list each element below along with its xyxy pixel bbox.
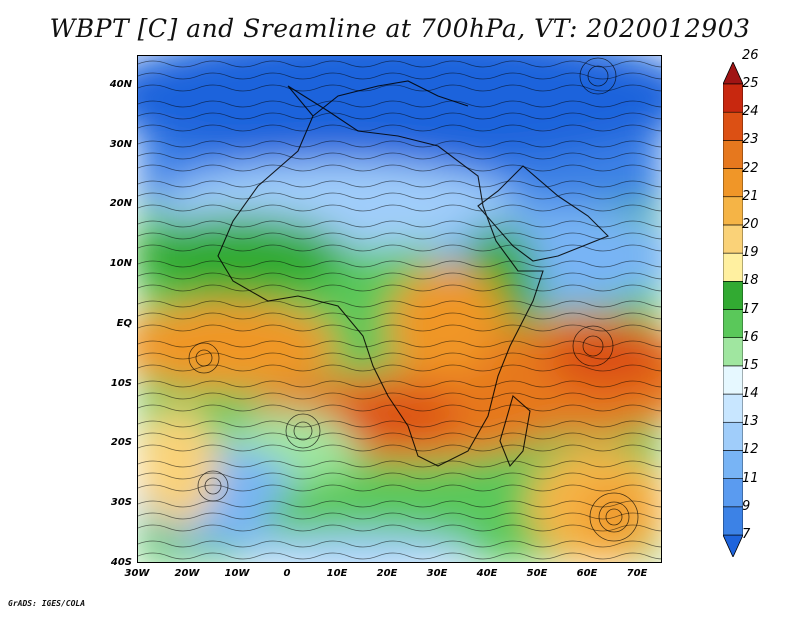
colorbar-tick-label: 11 bbox=[742, 470, 759, 486]
software-credit: GrADS: IGES/COLA bbox=[8, 599, 86, 608]
colorbar-segment bbox=[723, 478, 743, 508]
lon-label: 10W bbox=[224, 568, 250, 579]
lon-label: 20W bbox=[174, 568, 200, 579]
colorbar-tick-label: 18 bbox=[742, 273, 759, 289]
colorbar-segment bbox=[723, 224, 743, 254]
lon-label: 40E bbox=[476, 568, 498, 579]
colorbar-segment bbox=[723, 168, 743, 198]
colorbar-segment bbox=[723, 196, 743, 226]
vortex-circles bbox=[188, 57, 639, 542]
colorbar-segment bbox=[723, 365, 743, 395]
colorbar-segment bbox=[723, 421, 743, 451]
lon-label: 20E bbox=[376, 568, 398, 579]
lon-label: 0 bbox=[283, 568, 291, 579]
lon-label: 10E bbox=[326, 568, 348, 579]
colorbar-tick-label: 24 bbox=[742, 104, 759, 120]
colorbar-tick-label: 7 bbox=[742, 527, 751, 542]
colorbar-top-arrow bbox=[723, 62, 743, 85]
colorbar-segment bbox=[723, 506, 743, 536]
colorbar-tick-label: 20 bbox=[742, 216, 759, 232]
map-panel bbox=[137, 55, 662, 563]
lon-label: 60E bbox=[576, 568, 598, 579]
lon-label: 30W bbox=[124, 568, 150, 579]
colorbar-segment bbox=[723, 309, 743, 338]
colorbar-segment bbox=[723, 140, 743, 169]
colorbar-tick-label: 15 bbox=[742, 357, 759, 373]
temperature-colorbar bbox=[723, 62, 743, 557]
figure-title: WBPT [C] and Sreamline at 700hPa, VT: 20… bbox=[49, 14, 751, 43]
lon-label: 70E bbox=[626, 568, 648, 579]
colorbar-tick-label: 13 bbox=[742, 414, 759, 430]
lon-label: 50E bbox=[526, 568, 548, 579]
colorbar-segment bbox=[723, 252, 743, 282]
colorbar-tick-label: 14 bbox=[742, 386, 759, 402]
colorbar-tick-label: 16 bbox=[742, 329, 759, 345]
colorbar-segment bbox=[723, 111, 743, 141]
lat-label: 10N bbox=[109, 258, 132, 270]
lat-label: 30S bbox=[110, 497, 132, 509]
colorbar-tick-label: 21 bbox=[742, 188, 759, 204]
colorbar-segment bbox=[723, 393, 743, 423]
lat-label: EQ bbox=[116, 317, 132, 329]
colorbar-tick-label: 22 bbox=[742, 160, 759, 176]
map-canvas bbox=[138, 56, 661, 562]
colorbar-segment bbox=[723, 450, 743, 479]
colorbar-tick-label: 19 bbox=[742, 245, 759, 261]
colorbar-tick-label: 26 bbox=[742, 47, 759, 63]
colorbar-segment bbox=[723, 337, 743, 367]
lon-label: 30E bbox=[426, 568, 448, 579]
coastlines bbox=[217, 80, 609, 468]
colorbar-segment bbox=[723, 83, 743, 113]
lat-label: 10S bbox=[110, 377, 132, 389]
colorbar-tick-label: 12 bbox=[742, 442, 759, 458]
lat-label: 30N bbox=[109, 138, 132, 150]
colorbar-tick-label: 9 bbox=[742, 498, 751, 514]
colorbar-tick-label: 17 bbox=[742, 301, 759, 317]
colorbar-segment bbox=[723, 281, 743, 310]
lat-label: 40N bbox=[109, 78, 132, 90]
lat-label: 20N bbox=[109, 198, 132, 210]
colorbar-tick-label: 23 bbox=[742, 132, 759, 148]
lat-label: 40S bbox=[110, 557, 132, 568]
streamlines bbox=[138, 56, 661, 562]
colorbar-bottom-arrow bbox=[723, 534, 743, 557]
colorbar-tick-label: 25 bbox=[742, 76, 759, 91]
lat-label: 20S bbox=[110, 437, 132, 449]
